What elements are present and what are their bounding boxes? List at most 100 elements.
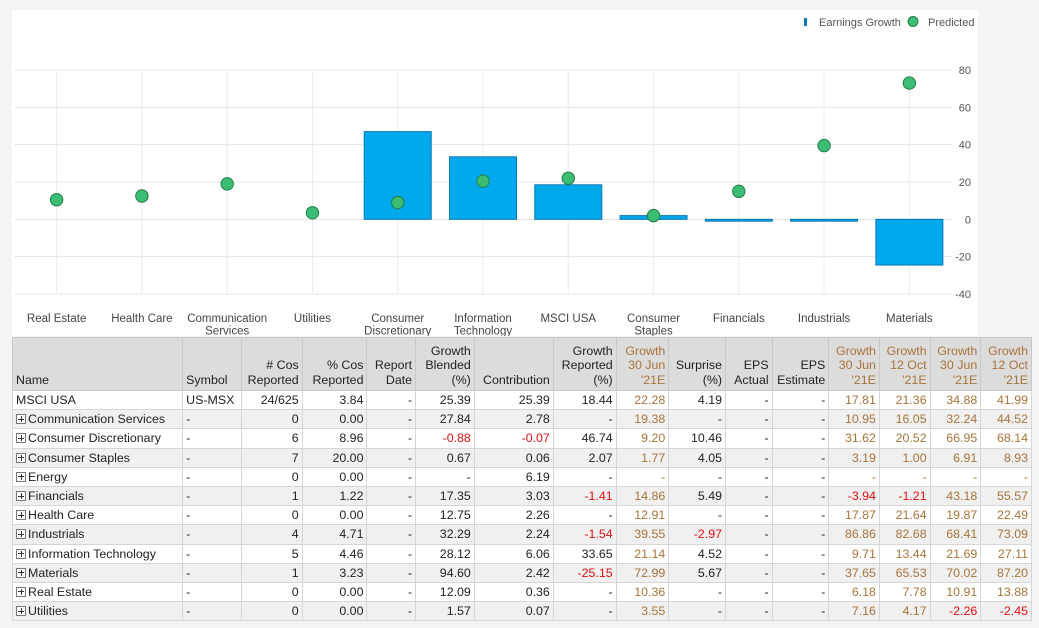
table-cell: 12.09: [415, 581, 475, 603]
table-row[interactable]: Real Estate -0 0.00-12.09 0.36-10.36- - -6.18…: [11, 581, 1032, 603]
table-cell: 27.84: [415, 409, 475, 430]
x-category-label: Materials: [886, 313, 933, 325]
table-cell: 21.36: [878, 389, 931, 411]
table-cell: 27.11: [980, 543, 1032, 564]
expand-icon[interactable]: [16, 452, 26, 463]
predicted-point: [305, 206, 320, 220]
table-cell: 3.84: [301, 389, 368, 411]
table-cell: 3.55: [615, 601, 670, 622]
column-header[interactable]: EPS Actual: [725, 337, 773, 391]
table-cell: -: [725, 543, 773, 564]
x-category-label: Information: [454, 313, 512, 325]
table-cell: -: [366, 562, 417, 583]
row-name-cell: Energy: [11, 466, 184, 487]
earnings-growth-bar: [790, 218, 859, 222]
column-header[interactable]: Growth 12 Oct '21E: [878, 337, 931, 391]
expand-icon[interactable]: [16, 548, 26, 559]
expand-icon[interactable]: [16, 606, 26, 617]
column-header[interactable]: Growth Blended (%): [415, 337, 475, 391]
expand-icon[interactable]: [16, 433, 26, 444]
earnings-growth-bar: [704, 218, 773, 222]
table-cell: 1.77: [615, 447, 670, 468]
column-header[interactable]: Contribution: [473, 337, 554, 391]
y-tick-label: 60: [959, 102, 971, 114]
expand-icon[interactable]: [16, 471, 26, 482]
table-cell: -: [182, 485, 242, 507]
expand-icon[interactable]: [16, 510, 26, 521]
column-header[interactable]: Growth Reported (%): [552, 337, 617, 391]
x-category-label: MSCI USA: [540, 313, 596, 325]
expand-icon[interactable]: [16, 586, 26, 597]
table-row[interactable]: Communication Services -0 0.00-27.84 2.78-1…: [11, 409, 1032, 430]
table-cell: 68.14: [980, 428, 1032, 449]
predicted-point: [561, 171, 575, 185]
table-row: MSCI USA US-MSX 24/625 3.84-25.39 25.39 18.44…: [11, 389, 1032, 411]
table-cell: 0.06: [473, 447, 554, 468]
x-category-label: Financials: [713, 313, 765, 325]
table-cell: 5.67: [668, 562, 726, 583]
column-header[interactable]: Surprise (%): [668, 337, 726, 391]
column-header[interactable]: % Cos Reported: [301, 337, 368, 391]
column-header[interactable]: Growth 30 Jun '21E: [615, 337, 670, 391]
table-row[interactable]: Energy -0 0.00- -6.19- - - - - - - - -: [11, 466, 1032, 487]
table-row[interactable]: Materials -1 3.23-94.60 2.42 -25.15 72.99 5.67…: [11, 562, 1032, 583]
expand-icon[interactable]: [16, 414, 26, 425]
table-cell: 0: [240, 466, 303, 487]
table-cell: 0.00: [301, 581, 368, 603]
table-row[interactable]: Consumer Staples -7 20.00-0.67 0.06 2.07 1.77…: [11, 447, 1032, 468]
expand-icon[interactable]: [16, 529, 26, 540]
table-row[interactable]: Health Care -0 0.00-12.75 2.26-12.91- - -17.8…: [11, 505, 1032, 526]
x-category-label: Services: [205, 326, 249, 337]
column-header[interactable]: Name: [11, 337, 184, 391]
predicted-point: [646, 208, 661, 223]
table-cell: 17.81: [828, 389, 880, 411]
table-row[interactable]: Industrials -4 4.71-32.29 2.24 -1.54 39.55 -2.…: [11, 524, 1032, 545]
expand-icon[interactable]: [16, 491, 26, 502]
legend-bars-label: Earnings Growth: [819, 17, 901, 29]
table-row[interactable]: Consumer Discretionary -6 8.96- -0.88 -0.07 4…: [11, 428, 1032, 449]
table-row[interactable]: Financials -1 1.22-17.35 3.03 -1.41 14.86 5.49…: [11, 485, 1032, 507]
column-header[interactable]: Growth 12 Oct '21E: [980, 337, 1032, 391]
table-cell: -: [182, 581, 242, 603]
earnings-table: Name Symbol # Cos Reported% Cos Reported Re…: [11, 337, 1032, 622]
table-cell: -: [668, 466, 726, 487]
table-cell: -: [980, 466, 1032, 487]
expand-icon[interactable]: [16, 567, 26, 578]
table-row[interactable]: Information Technology -5 4.46-28.12 6.06 33…: [11, 543, 1032, 564]
legend-bar-swatch: [804, 18, 807, 26]
table-cell: 44.52: [980, 409, 1032, 430]
table-cell: 6.18: [828, 581, 880, 603]
predicted-point: [135, 189, 149, 203]
table-cell: -: [878, 466, 931, 487]
table-cell: 73.09: [980, 524, 1032, 545]
column-header[interactable]: EPS Estimate: [771, 337, 830, 391]
legend-points-label: Predicted: [928, 17, 974, 29]
table-cell: -: [552, 581, 617, 603]
table-cell: -: [182, 505, 242, 526]
predicted-point: [49, 193, 64, 207]
table-cell: -: [725, 428, 773, 449]
column-header[interactable]: Symbol: [182, 337, 242, 391]
table-cell: 18.44: [552, 389, 617, 411]
earnings-growth-bar: [534, 184, 603, 220]
column-header[interactable]: Report Date: [366, 337, 417, 391]
table-cell: 2.26: [473, 505, 554, 526]
table-cell: 1: [240, 562, 303, 583]
table-cell: 46.74: [552, 428, 617, 449]
table-cell: 0: [240, 505, 303, 526]
column-header[interactable]: Growth 30 Jun '21E: [929, 337, 982, 391]
column-header[interactable]: # Cos Reported: [240, 337, 303, 391]
table-cell: 1.00: [878, 447, 931, 468]
table-cell: -: [366, 505, 417, 526]
table-cell: -: [929, 466, 982, 487]
table-row[interactable]: Utilities -0 0.00-1.57 0.07-3.55- - -7.16 4.17…: [11, 601, 1032, 622]
table-cell: -: [771, 447, 830, 468]
table-cell: -0.07: [473, 428, 554, 449]
table-cell: -2.26: [929, 601, 982, 622]
column-header[interactable]: Growth 30 Jun '21E: [828, 337, 880, 391]
earnings-growth-chart: -40 -20 0 20 40 60 80 Real Estate Health Care Com…: [14, 16, 974, 337]
table-cell: -: [725, 389, 773, 411]
table-cell: -: [552, 466, 617, 487]
table-cell: 13.44: [878, 543, 931, 564]
row-name-cell: Information Technology: [11, 543, 184, 564]
